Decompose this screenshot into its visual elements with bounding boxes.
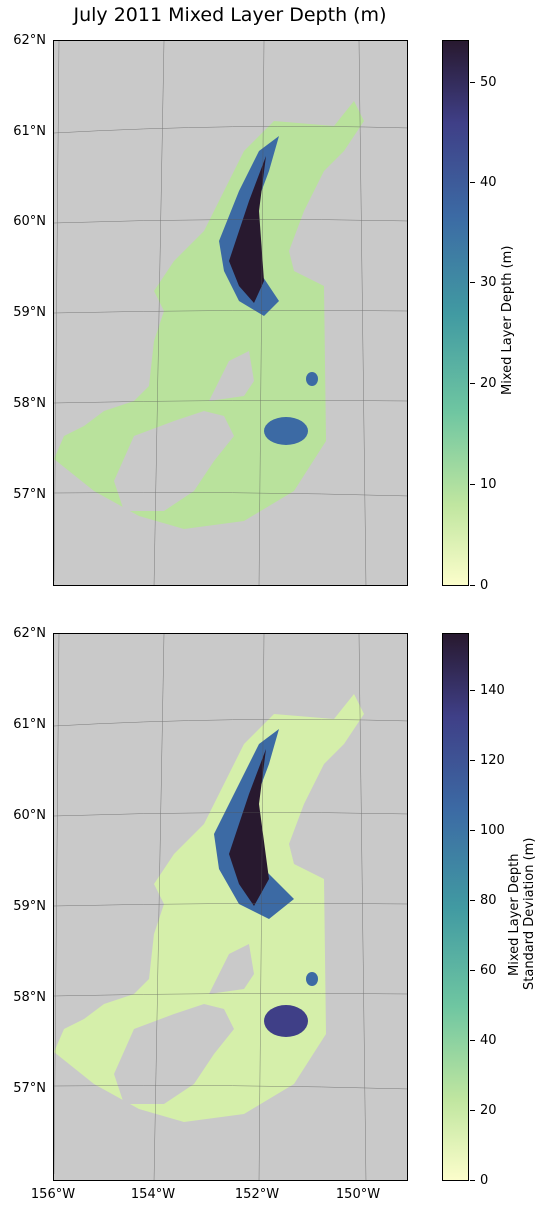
lat-label: 59°N <box>13 899 46 914</box>
cbar-tick: 40 <box>480 1033 497 1048</box>
cbar-tick: 20 <box>480 376 497 391</box>
lat-label: 62°N <box>13 626 46 641</box>
map-panel-mld <box>53 40 408 586</box>
colorbar-label-std-line1: Mixed Layer Depth <box>507 853 522 976</box>
deep-patch-small <box>306 372 318 386</box>
cbar-tick: 50 <box>480 75 497 90</box>
island-land <box>114 1004 234 1104</box>
cbar-tick: 0 <box>480 578 489 593</box>
graticule <box>54 41 407 585</box>
deep-patch <box>264 417 308 445</box>
lat-label: 61°N <box>13 124 46 139</box>
deep-patch-small <box>306 972 318 986</box>
lon-label: 156°W <box>30 1187 76 1202</box>
cbar-tick: 40 <box>480 175 497 190</box>
colorbar-label-std-line2: Standard Deviation (m) <box>522 837 537 990</box>
map-mld <box>54 41 407 585</box>
cbar-tick: 140 <box>480 683 505 698</box>
cbar-tick: 0 <box>480 1173 489 1188</box>
cbar-tick: 60 <box>480 963 497 978</box>
lon-label: 154°W <box>130 1187 176 1202</box>
lat-label: 59°N <box>13 305 46 320</box>
lat-label: 61°N <box>13 717 46 732</box>
lon-label: 152°W <box>234 1187 280 1202</box>
peninsula-land <box>209 944 254 994</box>
lat-label: 57°N <box>13 487 46 502</box>
lat-label: 62°N <box>13 33 46 48</box>
lat-label: 60°N <box>13 214 46 229</box>
map-std <box>54 634 407 1180</box>
lat-label: 60°N <box>13 808 46 823</box>
colorbar-label-mld: Mixed Layer Depth (m) <box>500 245 515 395</box>
cbar-tick: 30 <box>480 275 497 290</box>
inlet-core <box>229 156 266 303</box>
lat-label: 58°N <box>13 990 46 1005</box>
cbar-tick: 100 <box>480 823 505 838</box>
inlet-core <box>229 749 269 906</box>
figure-title: July 2011 Mixed Layer Depth (m) <box>73 4 387 26</box>
colorbar-mld <box>442 40 469 586</box>
cbar-tick: 80 <box>480 893 497 908</box>
peninsula-land <box>209 351 254 401</box>
cbar-tick: 120 <box>480 753 505 768</box>
lat-label: 58°N <box>13 396 46 411</box>
cbar-tick: 20 <box>480 1103 497 1118</box>
lon-label: 150°W <box>335 1187 381 1202</box>
lat-label: 57°N <box>13 1081 46 1096</box>
colorbar-std <box>442 633 469 1181</box>
deep-patch <box>264 1005 308 1037</box>
map-panel-std <box>53 633 408 1181</box>
island-land <box>114 411 234 511</box>
cbar-tick: 10 <box>480 477 497 492</box>
graticule <box>54 634 407 1180</box>
